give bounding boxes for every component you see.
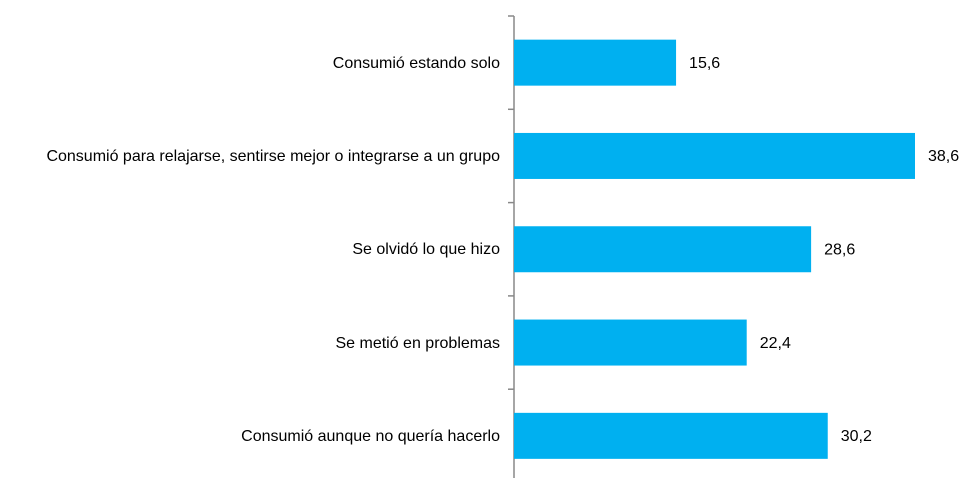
data-label: 38,6 (928, 148, 959, 165)
data-label: 28,6 (824, 241, 855, 258)
category-label: Consumió estando solo (332, 54, 500, 72)
category-label: Se metió en problemas (335, 334, 500, 352)
category-label: Se olvidó lo que hizo (352, 241, 500, 259)
bar (514, 226, 812, 273)
data-label: 22,4 (760, 335, 791, 352)
data-label: 30,2 (841, 428, 872, 445)
bar (514, 319, 747, 366)
bar (514, 412, 828, 459)
bar (514, 132, 915, 179)
category-label: Consumió aunque no quería hacerlo (241, 427, 500, 445)
bar (514, 39, 677, 86)
data-label: 15,6 (689, 55, 720, 72)
category-label: Consumió para relajarse, sentirse mejor … (46, 147, 500, 165)
